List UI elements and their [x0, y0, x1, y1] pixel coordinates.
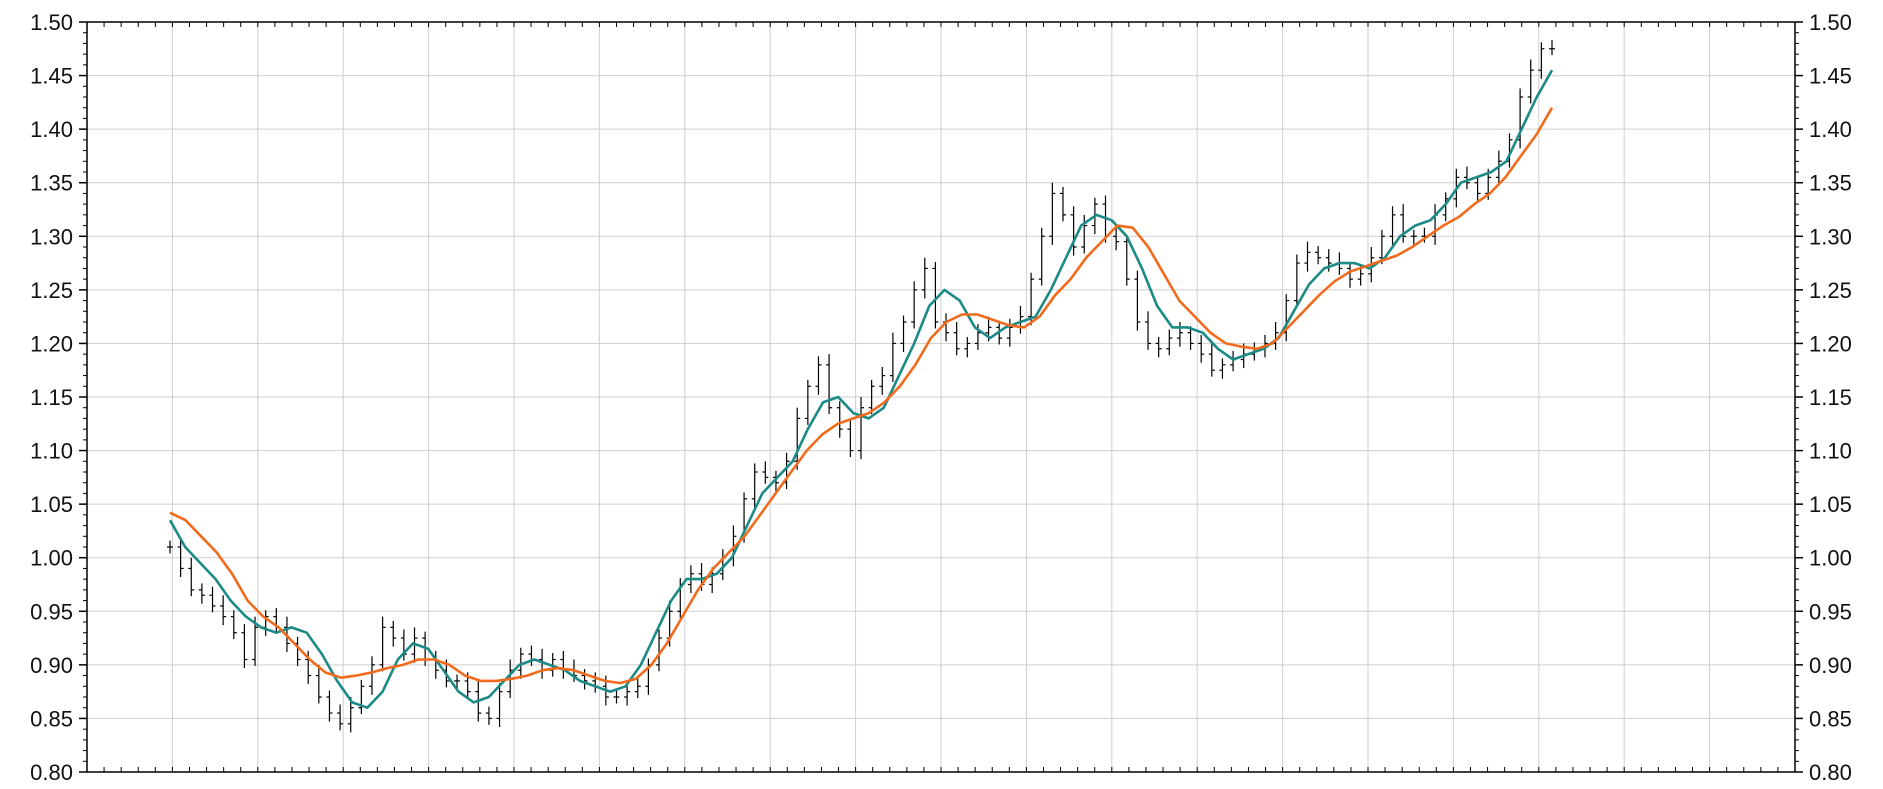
y-tick-label-right: 1.25	[1809, 278, 1852, 303]
y-tick-label-left: 1.45	[30, 64, 73, 89]
y-tick-label-right: 0.80	[1809, 760, 1852, 784]
y-tick-label-right: 1.50	[1809, 10, 1852, 35]
y-tick-label-left: 1.50	[30, 10, 73, 35]
y-tick-label-right: 1.30	[1809, 224, 1852, 249]
y-tick-label-right: 0.95	[1809, 599, 1852, 624]
y-tick-label-left: 1.15	[30, 385, 73, 410]
y-tick-label-right: 1.15	[1809, 385, 1852, 410]
y-tick-label-right: 1.40	[1809, 117, 1852, 142]
y-tick-label-right: 1.35	[1809, 171, 1852, 196]
y-tick-label-left: 1.10	[30, 439, 73, 464]
y-tick-label-right: 1.00	[1809, 546, 1852, 571]
y-tick-label-right: 1.45	[1809, 64, 1852, 89]
y-tick-label-left: 1.35	[30, 171, 73, 196]
y-tick-label-right: 0.90	[1809, 653, 1852, 678]
y-tick-label-right: 1.05	[1809, 492, 1852, 517]
y-tick-label-left: 1.40	[30, 117, 73, 142]
y-tick-label-right: 0.85	[1809, 706, 1852, 731]
y-tick-label-left: 0.90	[30, 653, 73, 678]
y-tick-label-left: 1.20	[30, 331, 73, 356]
y-tick-label-right: 1.20	[1809, 331, 1852, 356]
y-tick-label-left: 1.00	[30, 546, 73, 571]
y-tick-label-left: 0.80	[30, 760, 73, 784]
y-tick-label-left: 1.25	[30, 278, 73, 303]
y-tick-label-left: 1.30	[30, 224, 73, 249]
y-tick-label-left: 0.85	[30, 706, 73, 731]
y-tick-label-right: 1.10	[1809, 439, 1852, 464]
y-tick-label-left: 1.05	[30, 492, 73, 517]
slow-average-line	[169, 107, 1554, 685]
y-tick-label-left: 0.95	[30, 599, 73, 624]
